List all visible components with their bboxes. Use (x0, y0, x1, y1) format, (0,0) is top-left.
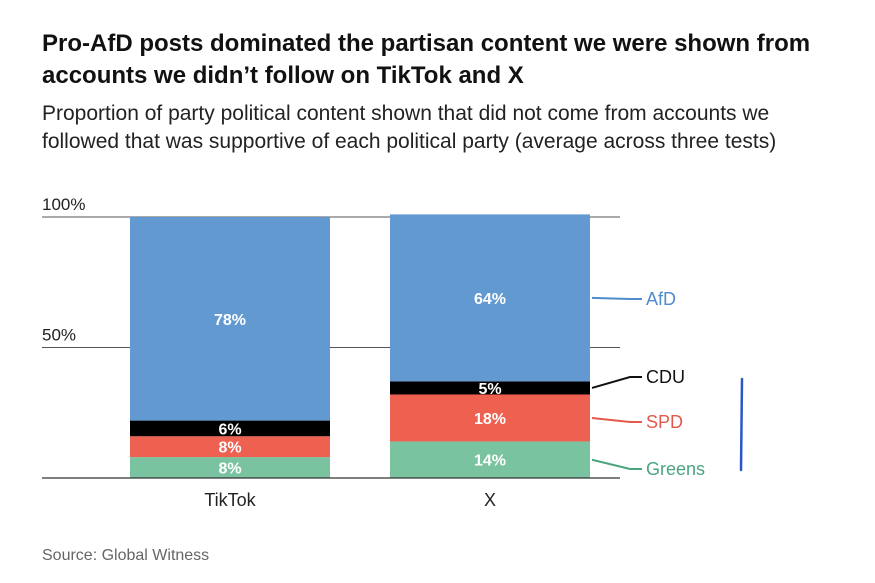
bar-tiktok-spd (130, 436, 330, 458)
bar-tiktok-cdu (130, 420, 330, 437)
legend-label-spd: SPD (646, 412, 683, 432)
data-label-tiktok-spd: 8% (218, 440, 241, 457)
bar-x-spd (390, 394, 590, 442)
x-category-label-tiktok: TikTok (204, 490, 256, 510)
legend-leader-cdu (591, 376, 642, 389)
data-label-x-greens: 14% (474, 453, 506, 470)
y-tick-label-100: 100% (42, 195, 85, 214)
chart-title: Pro-AfD posts dominated the partisan con… (42, 30, 811, 89)
source-note: Source: Global Witness (42, 547, 210, 564)
legend-label-greens: Greens (646, 459, 705, 479)
chart-subtitle: Proportion of party political content sh… (42, 102, 777, 153)
x-category-label-x: X (484, 490, 496, 510)
bar-x-greens (390, 441, 590, 478)
bar-x-cdu (390, 381, 590, 395)
legend-leader-greens (591, 458, 642, 470)
legend-leader-spd (591, 416, 642, 423)
data-label-x-cdu: 5% (478, 381, 501, 398)
bar-tiktok-afd (130, 217, 330, 421)
legend-leader-afd (591, 296, 642, 300)
data-label-tiktok-afd: 78% (214, 312, 246, 329)
data-label-tiktok-greens: 8% (218, 461, 241, 478)
vertical-marker-line (739, 377, 744, 472)
bar-x-afd (390, 214, 590, 382)
legend-label-cdu: CDU (646, 367, 685, 387)
data-label-x-afd: 64% (474, 291, 506, 308)
bar-tiktok-greens (130, 457, 330, 478)
data-label-x-spd: 18% (474, 411, 506, 428)
legend-label-afd: AfD (646, 289, 676, 309)
y-tick-label-50: 50% (42, 326, 76, 345)
data-label-tiktok-cdu: 6% (218, 421, 241, 438)
